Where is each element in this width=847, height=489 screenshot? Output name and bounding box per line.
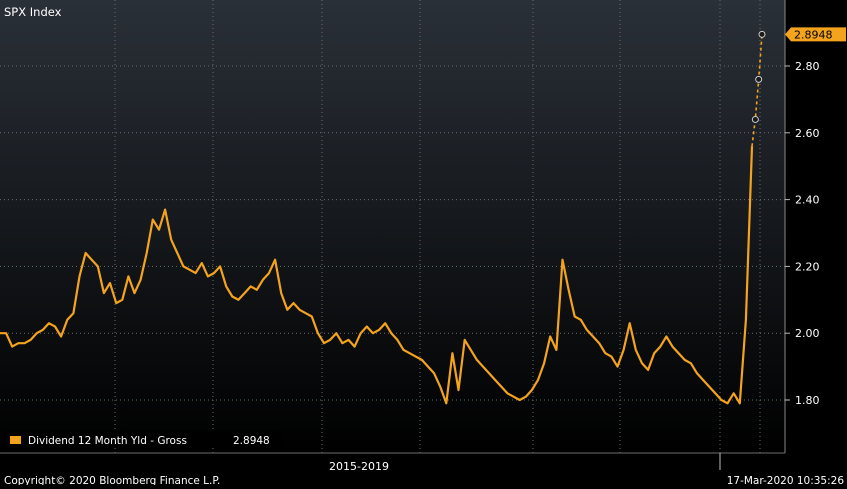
last-value-badge: 2.8948 (785, 27, 846, 42)
timestamp-text: 17-Mar-2020 10:35:26 (727, 475, 845, 485)
last-value-label: 2.8948 (794, 28, 833, 41)
legend-swatch (10, 436, 21, 444)
legend-label: Dividend 12 Month Yld - Gross (28, 435, 187, 447)
legend-background (4, 431, 282, 448)
y-tick-label: 2.80 (795, 60, 820, 73)
last-value-badge-shape (785, 27, 846, 42)
projection-point (751, 115, 759, 123)
y-axis: 1.80 2.00 2.20 2.40 2.60 2.80 2.8948 (784, 0, 846, 453)
projection-point (758, 30, 766, 38)
plot-background (0, 0, 785, 453)
dividend-yield-line (0, 146, 754, 405)
y-tick-label: 1.80 (795, 394, 820, 407)
projection-line (751, 34, 763, 147)
legend-value: 2.8948 (233, 435, 270, 447)
security-title: SPX Index (4, 5, 62, 19)
projection-point (755, 75, 763, 83)
y-tick-label: 2.40 (795, 194, 820, 207)
x-period-label: 2015-2019 (329, 460, 389, 473)
y-tick-label: 2.20 (795, 260, 820, 273)
y-tick-label: 2.60 (795, 127, 820, 140)
copyright-text: Copyright© 2020 Bloomberg Finance L.P. (4, 475, 220, 485)
legend: Dividend 12 Month Yld - Gross 2.8948 (4, 431, 282, 448)
y-tick-label: 2.00 (795, 327, 820, 340)
series-layer (0, 30, 766, 405)
